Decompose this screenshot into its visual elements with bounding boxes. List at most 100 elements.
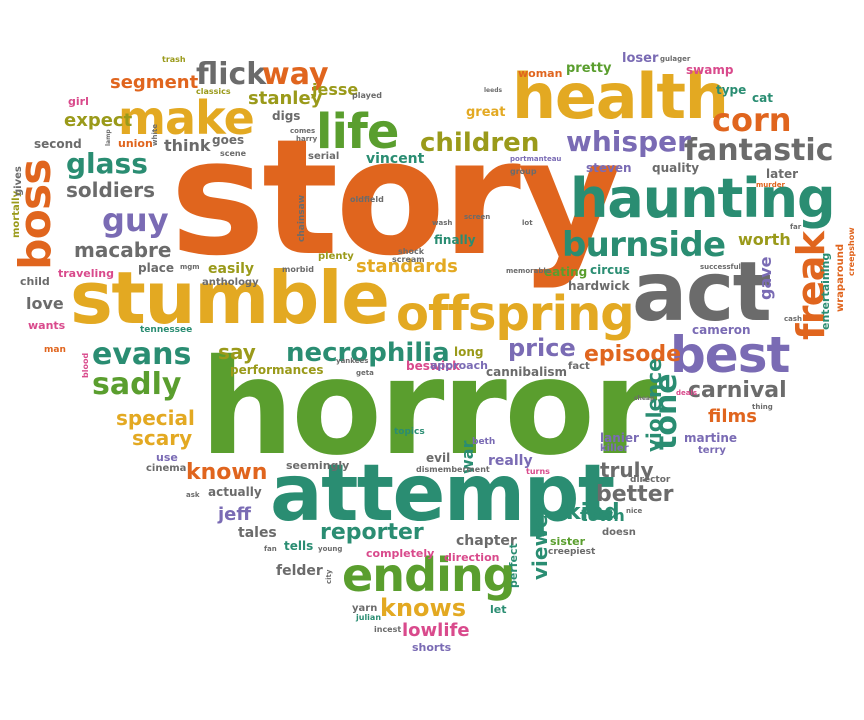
word-easily: easily bbox=[208, 261, 254, 277]
word-quality: quality bbox=[652, 161, 700, 175]
word-young: young bbox=[318, 545, 343, 553]
word-fan: fan bbox=[264, 545, 277, 553]
word-cash: cash bbox=[784, 315, 803, 323]
word-wants: wants bbox=[28, 319, 66, 332]
word-dismemberment: dismemberment bbox=[416, 465, 490, 474]
word-creepshow: creepshow bbox=[847, 227, 856, 276]
word-lanier: lanier bbox=[600, 431, 639, 445]
word-stumble: stumble bbox=[70, 256, 390, 340]
word-vincent: vincent bbox=[366, 151, 425, 167]
word-cat: cat bbox=[752, 91, 773, 105]
word-fantastic: fantastic bbox=[684, 133, 834, 168]
word-way: way bbox=[262, 57, 329, 92]
word-chapter: chapter bbox=[456, 533, 517, 549]
word-turns: turns bbox=[526, 467, 550, 476]
word-approach: approach bbox=[430, 359, 488, 372]
word-evil: evil bbox=[426, 451, 451, 465]
word-corn: corn bbox=[712, 101, 792, 139]
word-harry: harry bbox=[296, 135, 318, 143]
word-truly: truly bbox=[600, 458, 654, 482]
word-horror: horror bbox=[200, 331, 657, 485]
word-cinema: cinema bbox=[146, 463, 187, 474]
word-white: white bbox=[151, 124, 159, 146]
word-stanley: stanley bbox=[248, 88, 323, 109]
word-digs: digs bbox=[272, 109, 301, 123]
word-nice: nice bbox=[626, 507, 643, 515]
word-ending: ending bbox=[342, 548, 516, 602]
word-later: later bbox=[766, 167, 799, 181]
word-wash: wash bbox=[432, 219, 453, 227]
word-tells: tells bbox=[284, 539, 314, 553]
word-gives: gives bbox=[13, 166, 24, 196]
word-loser: loser bbox=[622, 51, 659, 66]
word-goes: goes bbox=[212, 133, 245, 147]
word-swamp: swamp bbox=[686, 63, 734, 77]
word-gulager: gulager bbox=[660, 55, 691, 63]
word-cheap: cheap bbox=[634, 395, 655, 402]
word-anthology: anthology bbox=[202, 277, 259, 288]
word-violence: violence bbox=[642, 358, 666, 452]
word-make: make bbox=[118, 91, 255, 145]
word-mortally: mortally bbox=[11, 190, 22, 238]
word-union: union bbox=[118, 137, 153, 150]
word-town: town bbox=[580, 506, 625, 525]
word-portmanteau: portmanteau bbox=[510, 155, 562, 163]
word-fact: fact bbox=[568, 361, 590, 372]
word-scream: scream bbox=[392, 255, 425, 264]
word-flick: flick bbox=[196, 57, 267, 92]
word-use: use bbox=[156, 451, 178, 464]
word-ask: ask bbox=[186, 491, 200, 499]
word-sister: sister bbox=[550, 535, 586, 548]
word-yankees: yankees bbox=[336, 357, 369, 365]
word-hardwick: hardwick bbox=[568, 279, 630, 293]
word-child: child bbox=[20, 275, 50, 288]
word-oldfield: oldfield bbox=[350, 195, 384, 204]
word-necrophilia: necrophilia bbox=[286, 338, 450, 368]
word-terry: terry bbox=[698, 445, 726, 456]
word-better: better bbox=[596, 482, 674, 507]
word-murder: murder bbox=[756, 181, 785, 189]
word-life: life bbox=[316, 104, 399, 160]
word-thing: thing bbox=[752, 403, 773, 411]
word-traveling: traveling bbox=[58, 267, 114, 280]
word-incest: incest bbox=[374, 625, 402, 634]
word-carnival: carnival bbox=[688, 378, 787, 403]
word-scene: scene bbox=[220, 149, 247, 158]
word-serial: serial bbox=[308, 151, 340, 162]
word-think: think bbox=[164, 136, 211, 155]
word-cannibalism: cannibalism bbox=[486, 365, 567, 379]
word-circus: circus bbox=[590, 263, 630, 277]
word-scary: scary bbox=[132, 426, 193, 450]
word-attempt: attempt bbox=[270, 449, 615, 539]
word-cameron: cameron bbox=[692, 323, 751, 337]
word-lot: lot bbox=[522, 219, 533, 227]
word-screen: screen bbox=[464, 213, 491, 221]
word-steven: steven bbox=[586, 161, 632, 175]
word-jeff: jeff bbox=[218, 504, 251, 525]
word-macabre: macabre bbox=[74, 238, 172, 262]
word-health: health bbox=[512, 60, 729, 133]
word-deals: deals bbox=[676, 389, 698, 397]
word-completely: completely bbox=[366, 547, 435, 560]
word-geta: geta bbox=[356, 369, 374, 377]
word-topics: topics bbox=[394, 427, 425, 437]
word-group: group bbox=[510, 167, 537, 176]
word-segment: segment bbox=[110, 72, 199, 93]
word-place: place bbox=[138, 261, 175, 275]
word-director: director bbox=[630, 475, 671, 485]
word-felder: felder bbox=[276, 563, 323, 579]
word-guy: guy bbox=[102, 201, 169, 239]
word-say: say bbox=[218, 340, 256, 364]
word-offspring: offspring bbox=[396, 286, 635, 342]
word-knows: knows bbox=[380, 594, 466, 622]
word-successful: successful bbox=[700, 263, 741, 271]
word-kind: kind bbox=[566, 500, 620, 525]
word-whisper: whisper bbox=[566, 125, 691, 158]
word-performances: performances bbox=[230, 363, 324, 377]
word-burnside: burnside bbox=[562, 225, 726, 265]
word-played: played bbox=[352, 91, 382, 100]
word-long: long bbox=[454, 345, 484, 359]
word-trash: trash bbox=[162, 55, 186, 64]
word-gave: gave bbox=[756, 256, 775, 300]
word-known: known bbox=[186, 460, 268, 485]
